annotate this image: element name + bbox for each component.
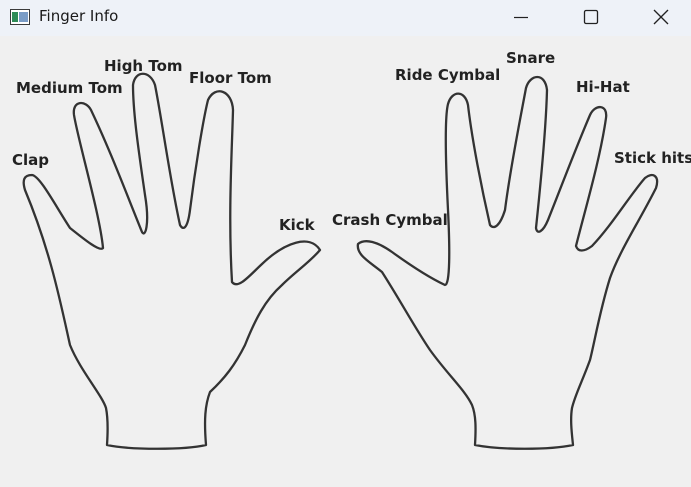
window-title: Finger Info <box>39 7 119 25</box>
label-snare: Snare <box>506 49 555 67</box>
title-bar: Finger Info <box>0 0 691 36</box>
label-crash-cymbal: Crash Cymbal <box>332 211 448 229</box>
label-floor-tom: Floor Tom <box>189 69 272 87</box>
label-kick: Kick <box>279 216 316 234</box>
left-hand-outline <box>22 72 322 450</box>
label-stick-hits: Stick hits <box>614 149 691 167</box>
maximize-button[interactable] <box>568 0 614 34</box>
app-window-icon <box>10 9 30 25</box>
hands-diagram: Clap Medium Tom High Tom Floor Tom Kick … <box>12 49 691 450</box>
minimize-icon <box>514 16 528 19</box>
label-high-tom: High Tom <box>104 57 183 75</box>
label-medium-tom: Medium Tom <box>16 79 123 97</box>
finger-diagram-area: Clap Medium Tom High Tom Floor Tom Kick … <box>0 36 691 487</box>
close-button[interactable] <box>638 0 684 34</box>
maximize-icon <box>583 9 599 25</box>
minimize-button[interactable] <box>498 0 544 34</box>
label-ride-cymbal: Ride Cymbal <box>395 66 500 84</box>
close-icon <box>653 9 669 25</box>
right-hand-outline <box>356 75 659 450</box>
label-clap: Clap <box>12 151 49 169</box>
label-hi-hat: Hi-Hat <box>576 78 630 96</box>
